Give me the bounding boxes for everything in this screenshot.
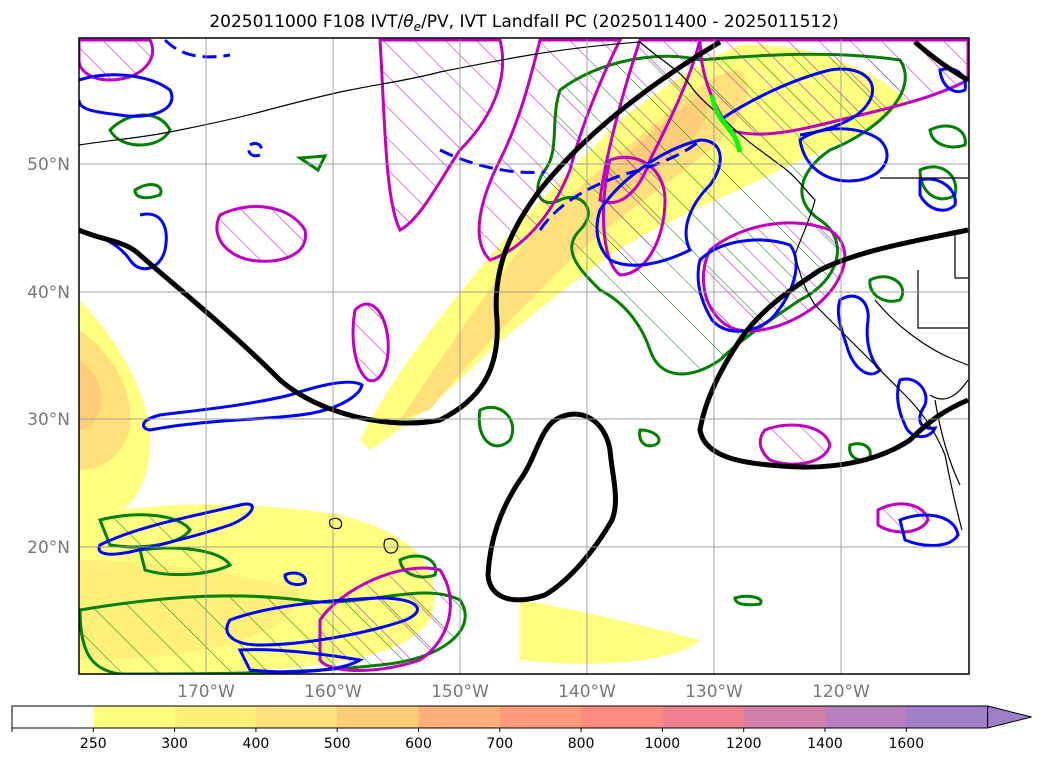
figure-title: 2025011000 F108 IVT/θe/PV, IVT Landfall … [209, 12, 838, 34]
lon-label-160w: 160°W [304, 682, 362, 702]
black-contours [79, 39, 969, 603]
colorbar: 250 300 400 500 600 700 800 1000 1200 1400 1600 [11, 705, 1032, 752]
colorbar-segment [174, 706, 257, 728]
colorbar-tick-label: 600 [405, 736, 432, 752]
lon-label-150w: 150°W [431, 682, 489, 702]
colorbar-segment [418, 706, 501, 728]
colorbar-segment [825, 706, 907, 728]
colorbar-tick-label: 1400 [807, 736, 843, 752]
colorbar-tick-label: 1000 [645, 736, 681, 752]
lon-label-170w: 170°W [177, 682, 235, 702]
colorbar-segment [581, 706, 663, 728]
colorbar-segment [337, 706, 419, 728]
colorbar-tick-label: 250 [80, 736, 107, 752]
colorbar-segment [499, 706, 582, 728]
colorbar-tick-label: 400 [243, 736, 270, 752]
colorbar-tick-label: 800 [568, 736, 595, 752]
colorbar-tick-label: 1600 [888, 736, 924, 752]
lat-label-30n: 30°N [27, 410, 70, 430]
blue-dashed-contours [163, 38, 702, 231]
colorbar-tick-label: 500 [324, 736, 351, 752]
lat-label-50n: 50°N [27, 155, 70, 175]
colorbar-segment [743, 706, 826, 728]
lat-label-20n: 20°N [27, 538, 70, 558]
lon-label-120w: 120°W [812, 682, 870, 702]
colorbar-tick-label: 1200 [726, 736, 762, 752]
map-frame [78, 37, 970, 675]
colorbar-tick-label: 700 [486, 736, 513, 752]
colorbar-segment [906, 706, 989, 728]
lat-label-40n: 40°N [27, 283, 70, 303]
colorbar-extend-arrow [987, 705, 1032, 729]
colorbar-segment [255, 706, 338, 728]
colorbar-segment [662, 706, 745, 728]
colorbar-segment [12, 706, 94, 728]
gridlines [79, 38, 969, 674]
colorbar-tick-label: 300 [161, 736, 188, 752]
longitude-labels: 170°W 160°W 150°W 140°W 130°W 120°W [177, 682, 870, 702]
map-area [79, 38, 969, 674]
lon-label-130w: 130°W [685, 682, 743, 702]
latitude-labels: 50°N 40°N 30°N 20°N [27, 155, 70, 558]
lon-label-140w: 140°W [558, 682, 616, 702]
colorbar-segment [93, 706, 176, 728]
